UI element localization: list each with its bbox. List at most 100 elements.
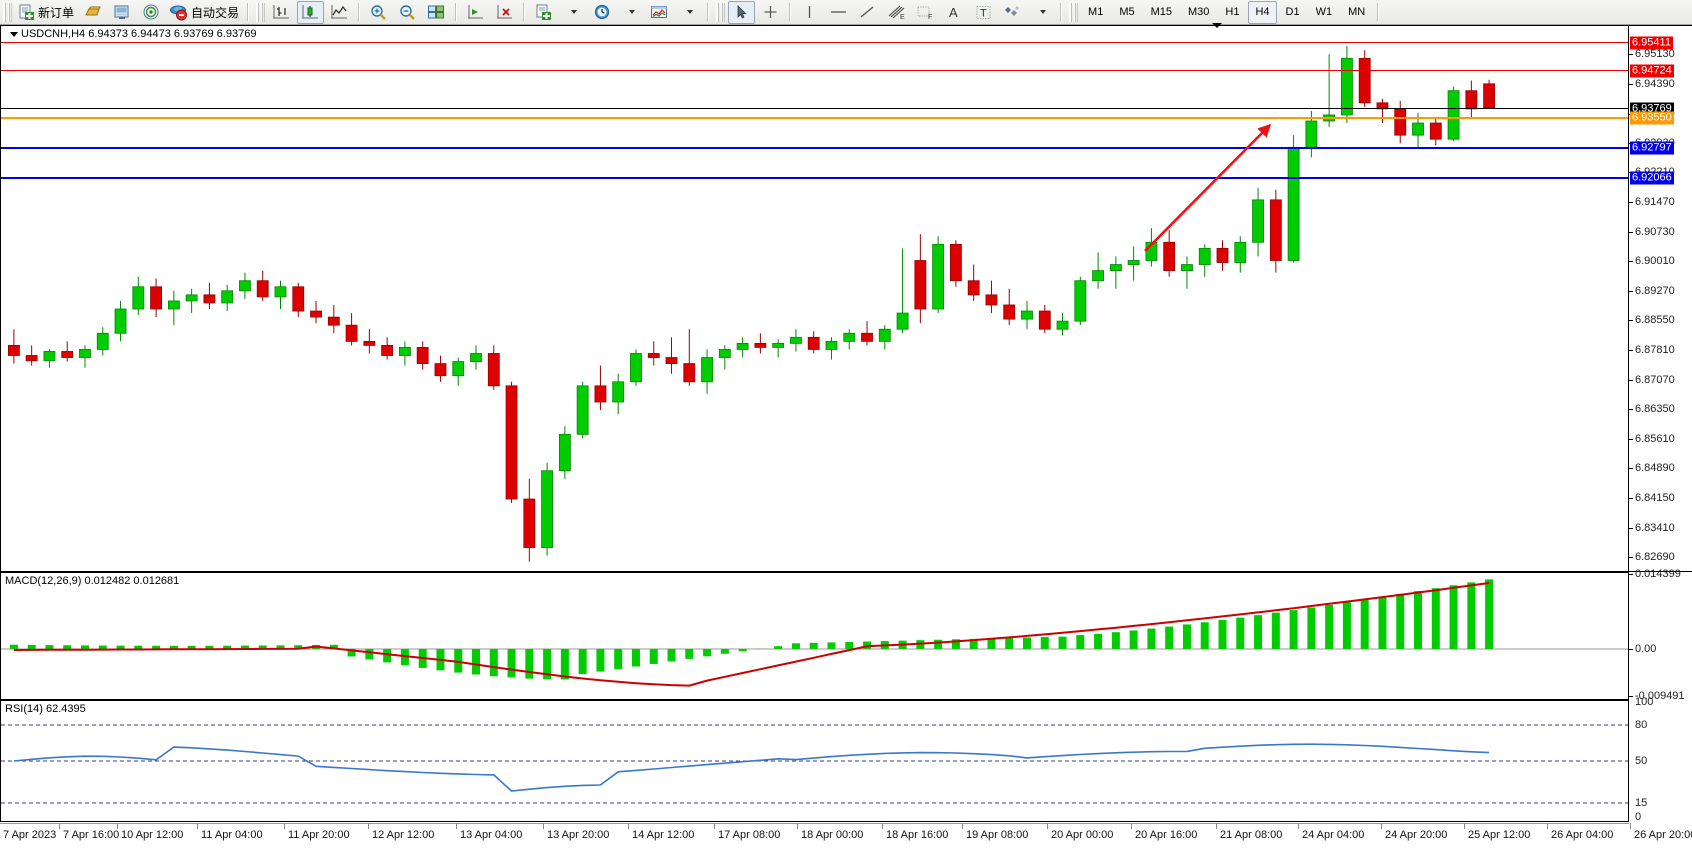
candle-body xyxy=(1074,280,1087,322)
time-axis-separator xyxy=(1381,823,1382,829)
candle-body xyxy=(1447,90,1460,140)
rsi-axis-label: 0 xyxy=(1635,811,1642,823)
price-level-line[interactable] xyxy=(1,108,1628,110)
horizontal-line-button[interactable] xyxy=(825,1,852,24)
vertical-line-icon xyxy=(808,5,811,18)
price-level-line[interactable] xyxy=(1,69,1628,71)
tile-windows-button[interactable] xyxy=(423,1,450,24)
period-button[interactable] xyxy=(588,1,615,24)
text-label-button[interactable]: A xyxy=(941,1,968,24)
price-level-line[interactable] xyxy=(1,116,1628,119)
time-axis-label: 17 Apr 08:00 xyxy=(718,829,781,841)
time-axis-label: 18 Apr 00:00 xyxy=(801,829,864,841)
bullish-trend-arrow[interactable] xyxy=(1144,123,1272,252)
candle-body xyxy=(79,349,91,358)
price-chart-pane[interactable]: USDCNH,H4 6.94373 6.94473 6.93769 6.9376… xyxy=(0,25,1629,572)
timeframe-m15-button[interactable]: M15 xyxy=(1150,6,1172,18)
timeframe-m1-button[interactable]: M1 xyxy=(1088,6,1104,18)
zoom-out-button[interactable] xyxy=(394,1,421,24)
channel-button[interactable]: F xyxy=(912,1,939,24)
candle-body xyxy=(114,308,127,334)
indicators-button[interactable] xyxy=(530,1,557,24)
svg-text:T: T xyxy=(980,7,987,19)
candle-body xyxy=(1341,57,1353,116)
price-axis[interactable]: 6.951306.943906.936506.929306.922106.914… xyxy=(1629,25,1692,572)
templates-button[interactable] xyxy=(646,1,673,24)
price-level-line[interactable] xyxy=(1,147,1628,150)
chart-scroll-marker[interactable] xyxy=(1212,23,1222,28)
indicators-dropdown[interactable] xyxy=(559,1,586,24)
time-axis[interactable]: 7 Apr 2023 7 Apr 16:00 10 Apr 12:00 11 Apr … xyxy=(0,822,1692,854)
auto-trading-button[interactable]: 自动交易 xyxy=(166,1,242,24)
line-chart-button[interactable] xyxy=(326,1,353,24)
price-level-line[interactable] xyxy=(1,41,1628,43)
trendline-button[interactable] xyxy=(854,1,881,24)
candle-body xyxy=(772,342,785,348)
tile-windows-icon xyxy=(428,5,445,18)
time-axis-separator xyxy=(1131,823,1132,829)
new-order-button[interactable]: 新订单 xyxy=(15,1,77,24)
shapes-button[interactable] xyxy=(999,1,1026,24)
timeframe-d1-button[interactable]: D1 xyxy=(1285,6,1300,18)
bar-chart-button[interactable] xyxy=(268,1,295,24)
timeframe-m30-button[interactable]: M30 xyxy=(1188,6,1210,18)
price-level-line[interactable] xyxy=(1,176,1628,179)
timeframe-h4-button[interactable]: H4 xyxy=(1248,0,1277,24)
price-axis-label: 6.87070 xyxy=(1635,373,1675,386)
price-tag[interactable]: 6.94724 xyxy=(1630,64,1674,77)
cursor-button[interactable] xyxy=(728,0,756,24)
candle-body xyxy=(718,349,731,358)
time-axis-separator xyxy=(1216,823,1217,829)
shift-end-button[interactable] xyxy=(491,1,518,24)
zoom-in-button[interactable] xyxy=(365,1,392,24)
timeframe-mn-button[interactable]: MN xyxy=(1348,6,1366,18)
candle-body xyxy=(487,353,500,387)
chart-collapse-arrow-icon[interactable] xyxy=(10,32,18,37)
macd-pane[interactable]: MACD(12,26,9) 0.012482 0.012681 xyxy=(0,572,1629,700)
candle-body xyxy=(470,353,482,362)
timeframe-w1-button[interactable]: W1 xyxy=(1315,6,1333,18)
time-axis-separator xyxy=(368,823,369,829)
toolbar-grip-2[interactable] xyxy=(256,2,266,22)
candle-body xyxy=(399,347,411,356)
signals-button[interactable] xyxy=(137,1,164,24)
price-axis-label: 6.90730 xyxy=(1635,225,1675,238)
indicators-icon xyxy=(536,4,551,20)
timeframe-h1-button[interactable]: H1 xyxy=(1225,6,1240,18)
gold-bar-button[interactable] xyxy=(79,1,106,24)
toolbar-grip-4[interactable] xyxy=(1069,2,1079,22)
price-tag[interactable]: 6.92797 xyxy=(1630,141,1674,155)
text-box-button[interactable]: T xyxy=(970,1,997,24)
crosshair-button[interactable] xyxy=(757,1,784,24)
period-dropdown[interactable] xyxy=(617,1,644,24)
candle-body xyxy=(843,332,856,342)
candle-body xyxy=(736,342,749,350)
vertical-line-button[interactable] xyxy=(796,1,823,24)
terminal-button[interactable] xyxy=(108,1,135,24)
price-tag[interactable]: 6.95411 xyxy=(1630,36,1673,50)
shapes-dropdown[interactable] xyxy=(1028,1,1055,24)
toolbar-grip-3[interactable] xyxy=(716,2,726,22)
time-axis-label: 13 Apr 04:00 xyxy=(460,829,523,841)
rsi-pane[interactable]: RSI(14) 62.4395 xyxy=(0,700,1629,822)
price-axis-label: 6.84890 xyxy=(1635,462,1675,475)
time-axis-label: 7 Apr 16:00 xyxy=(63,829,120,841)
price-axis-tick xyxy=(1629,379,1633,381)
shift-start-button[interactable] xyxy=(462,1,489,24)
candlestick-chart-button[interactable] xyxy=(297,0,325,24)
rsi-axis-label: 50 xyxy=(1635,755,1648,767)
time-axis-label: 25 Apr 12:00 xyxy=(1468,829,1531,841)
price-axis-label: 6.89270 xyxy=(1635,285,1675,297)
price-axis-tick xyxy=(1629,468,1633,470)
time-axis-separator xyxy=(797,823,798,829)
timeframe-m5-button[interactable]: M5 xyxy=(1119,6,1135,18)
price-tag[interactable]: 6.92066 xyxy=(1630,171,1674,185)
fibonacci-button[interactable]: E xyxy=(883,1,910,24)
templates-dropdown[interactable] xyxy=(675,1,702,24)
price-tag[interactable]: 6.93550 xyxy=(1630,111,1674,125)
candle-body xyxy=(1198,247,1211,265)
annotation-layer[interactable] xyxy=(1,26,1628,571)
new-order-icon xyxy=(19,4,34,20)
toolbar-grip[interactable] xyxy=(3,2,12,22)
time-axis-separator xyxy=(882,823,883,829)
